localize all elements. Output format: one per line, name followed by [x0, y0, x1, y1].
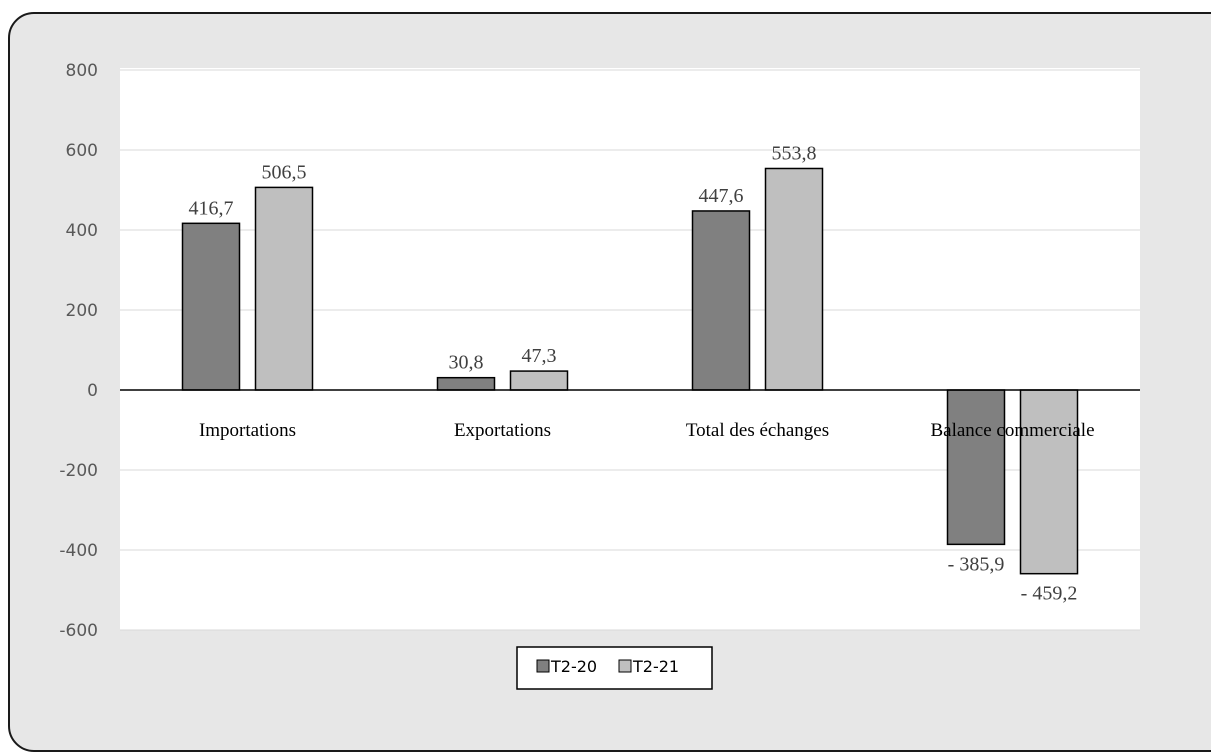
y-tick-label: 800: [66, 61, 98, 81]
category-label: Balance commerciale: [930, 420, 1094, 441]
category-label: Exportations: [454, 420, 551, 441]
y-tick-label: -200: [59, 461, 98, 481]
data-label: 47,3: [522, 345, 557, 367]
y-tick-label: 600: [66, 141, 98, 161]
legend-swatch-t2-21: [618, 659, 632, 673]
bar: [181, 222, 241, 391]
category-labels: Importations Exportations Total des échang…: [199, 420, 1095, 441]
data-label: 416,7: [189, 197, 234, 219]
y-tick-label: -400: [59, 541, 98, 561]
legend-label-t2-20: T2-20: [550, 657, 597, 676]
data-label: 30,8: [449, 352, 484, 374]
data-label: - 459,2: [1021, 583, 1078, 605]
bar-chart: 800 600 400 200 0 -200 -400 -600 416,7 506,5 30,8…: [59, 61, 1140, 690]
legend-swatch-t2-20: [536, 659, 550, 673]
legend-label-t2-21: T2-21: [632, 657, 679, 676]
category-label: Total des échanges: [686, 420, 829, 441]
y-axis: 800 600 400 200 0 -200 -400 -600: [59, 61, 98, 641]
y-tick-label: -600: [59, 621, 98, 641]
data-label: 447,6: [699, 185, 744, 207]
y-tick-label: 0: [87, 381, 98, 401]
data-label: 553,8: [772, 142, 817, 164]
bar: [946, 389, 1006, 546]
bar: [1019, 389, 1079, 575]
bar: [436, 376, 496, 391]
data-label: 506,5: [262, 161, 307, 183]
category-label: Importations: [199, 420, 296, 441]
data-label: - 385,9: [948, 553, 1005, 575]
bar: [764, 167, 824, 391]
bar: [509, 370, 569, 391]
bar: [254, 186, 314, 391]
data-labels: 416,7 506,5 30,8 47,3 447,6 553,8 - 385,9 - 459…: [189, 142, 1078, 604]
legend: T2-20 T2-21: [516, 646, 713, 690]
y-tick-label: 200: [66, 301, 98, 321]
bars: [181, 167, 1079, 575]
y-tick-label: 400: [66, 221, 98, 241]
legend-box: [516, 646, 713, 690]
bar: [691, 210, 751, 391]
